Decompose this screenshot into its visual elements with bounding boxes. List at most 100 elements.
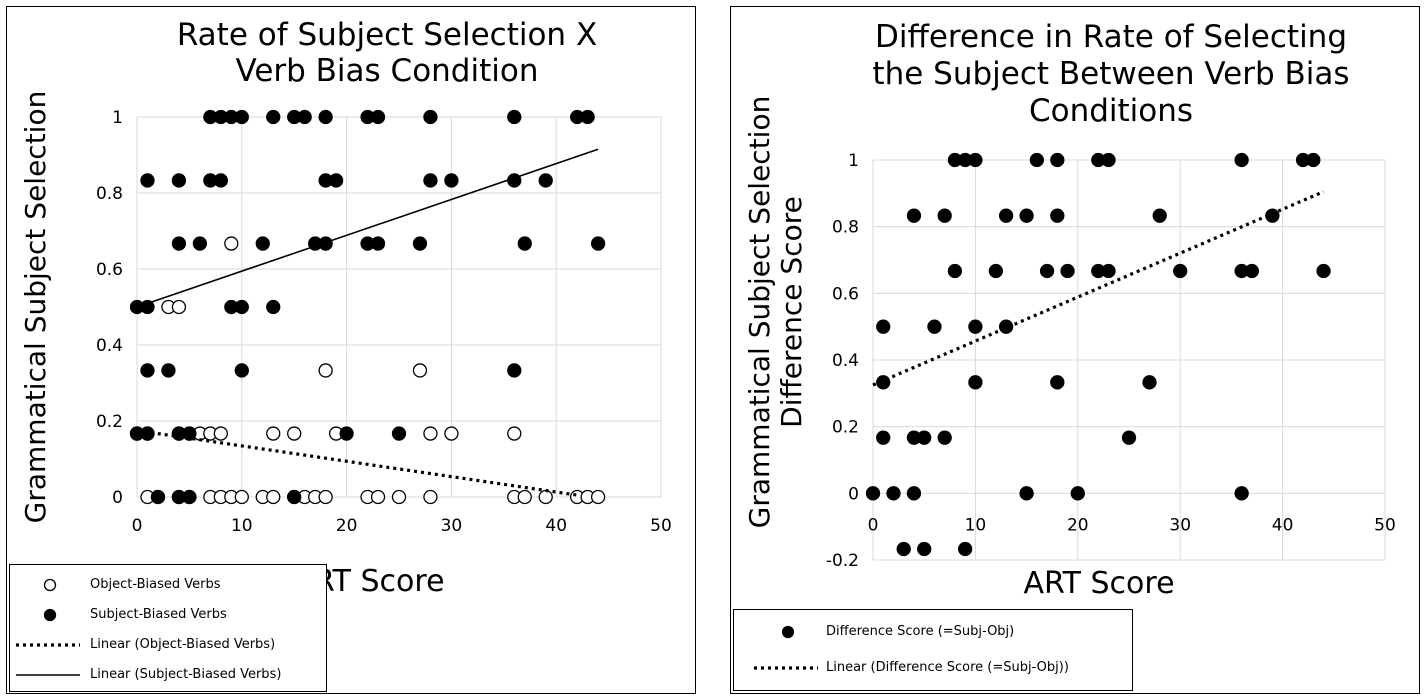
legend-entry: Difference Score (=Subj-Obj): [734, 620, 1132, 644]
data-point-filled: [1152, 208, 1167, 223]
data-point-open: [266, 489, 281, 505]
legend-label: Linear (Subject-Biased Verbs): [90, 667, 282, 682]
legend-marker-filled: [43, 608, 57, 622]
data-point-filled: [580, 109, 595, 125]
y-tick-label: -0.2: [826, 551, 859, 571]
data-point-filled: [1234, 486, 1249, 501]
x-tick-label: 40: [1272, 515, 1294, 535]
data-point-filled: [1142, 375, 1157, 390]
left-chart-panel: Rate of Subject Selection X Verb Bias Con…: [6, 6, 696, 694]
y-tick-label: 0.4: [96, 336, 123, 356]
legend-entry: Linear (Object-Biased Verbs): [10, 633, 326, 657]
data-point-filled: [947, 263, 963, 279]
data-point-filled: [234, 109, 249, 125]
data-point-open: [318, 489, 333, 505]
data-point-filled: [1234, 152, 1249, 168]
y-tick-label: 1: [848, 151, 859, 171]
y-tick-label: 0.2: [96, 412, 123, 432]
data-point-open: [423, 426, 438, 441]
data-point-open: [224, 236, 239, 251]
data-point-open: [517, 489, 532, 505]
y-axis-label: Grammatical Subject Selection: [19, 91, 52, 524]
legend-entry: Object-Biased Verbs: [10, 573, 326, 597]
data-point-filled: [917, 541, 932, 557]
legend-symbol: [16, 643, 80, 647]
data-point-filled: [1244, 263, 1260, 279]
trendline: [136, 148, 599, 308]
data-point-filled: [234, 299, 249, 315]
data-point-filled: [1316, 263, 1331, 279]
right-chart-legend: Difference Score (=Subj-Obj) Linear (Diff…: [733, 609, 1133, 691]
data-point-filled: [150, 489, 166, 505]
legend-symbol: [781, 625, 795, 639]
data-point-filled: [507, 109, 522, 125]
x-tick-label: 20: [1067, 515, 1089, 535]
data-point-open: [266, 426, 281, 441]
legend-symbol: [43, 608, 57, 622]
data-point-open: [318, 363, 333, 378]
data-point-filled: [876, 430, 891, 445]
data-point-open: [423, 489, 438, 505]
chart-title: Rate of Subject Selection X: [177, 17, 597, 53]
data-point-open: [444, 426, 459, 441]
data-point-filled: [161, 363, 176, 378]
data-point-filled: [917, 430, 932, 445]
data-point-open: [412, 363, 428, 378]
legend-symbol: [43, 578, 57, 592]
legend-entry: Subject-Biased Verbs: [10, 603, 326, 627]
legend-label: Subject-Biased Verbs: [90, 607, 227, 622]
data-point-filled: [266, 109, 281, 125]
data-point-filled: [538, 173, 553, 188]
data-point-filled: [1050, 208, 1065, 223]
data-point-open: [213, 426, 228, 441]
y-axis-label: Difference Score: [775, 196, 808, 428]
legend-marker-open: [43, 578, 57, 592]
legend-label: Linear (Object-Biased Verbs): [90, 637, 276, 652]
gridlines: [872, 159, 1386, 561]
data-point-open: [538, 489, 553, 505]
data-point-open: [234, 489, 249, 505]
y-tick-label: 0.8: [96, 184, 123, 204]
data-point-filled: [1306, 152, 1321, 168]
data-point-filled: [412, 236, 428, 251]
data-point-filled: [255, 236, 270, 251]
legend-entry: Linear (Subject-Biased Verbs): [10, 663, 326, 687]
data-point-filled: [444, 173, 459, 188]
y-tick-label: 1: [112, 108, 123, 128]
data-point-filled: [517, 236, 532, 251]
data-point-filled: [171, 173, 187, 188]
x-tick-label: 50: [650, 516, 672, 536]
data-point-filled: [423, 173, 438, 188]
x-tick-label: 30: [1169, 515, 1191, 535]
data-point-open: [590, 489, 606, 505]
data-point-open: [507, 426, 522, 441]
data-point-filled: [140, 173, 155, 188]
data-point-filled: [370, 109, 386, 125]
legend-label: Object-Biased Verbs: [90, 577, 221, 592]
data-point-filled: [318, 236, 333, 251]
data-point-filled: [370, 236, 386, 251]
legend-marker-filled: [781, 625, 795, 639]
data-point-filled: [1173, 263, 1188, 279]
trendline: [872, 190, 1325, 387]
y-tick-label: 0: [112, 488, 123, 508]
y-tick-label: 0.6: [832, 284, 859, 304]
data-point-filled: [192, 236, 208, 251]
data-point-filled: [287, 489, 302, 505]
chart-title: Difference in Rate of Selecting: [875, 19, 1347, 55]
x-tick-label: 40: [545, 516, 567, 536]
data-point-filled: [968, 152, 983, 168]
data-point-filled: [1101, 263, 1116, 279]
legend-label: Linear (Difference Score (=Subj-Obj)): [826, 660, 1069, 675]
data-point-filled: [266, 299, 281, 315]
data-point-filled: [339, 426, 354, 441]
data-point-open: [370, 489, 386, 505]
data-point-filled: [886, 486, 901, 501]
x-tick-label: 50: [1374, 515, 1396, 535]
data-point-open: [287, 426, 302, 441]
data-point-filled: [927, 319, 942, 334]
data-point-filled: [391, 426, 407, 441]
data-point-filled: [1029, 152, 1044, 168]
data-point-filled: [906, 486, 922, 501]
